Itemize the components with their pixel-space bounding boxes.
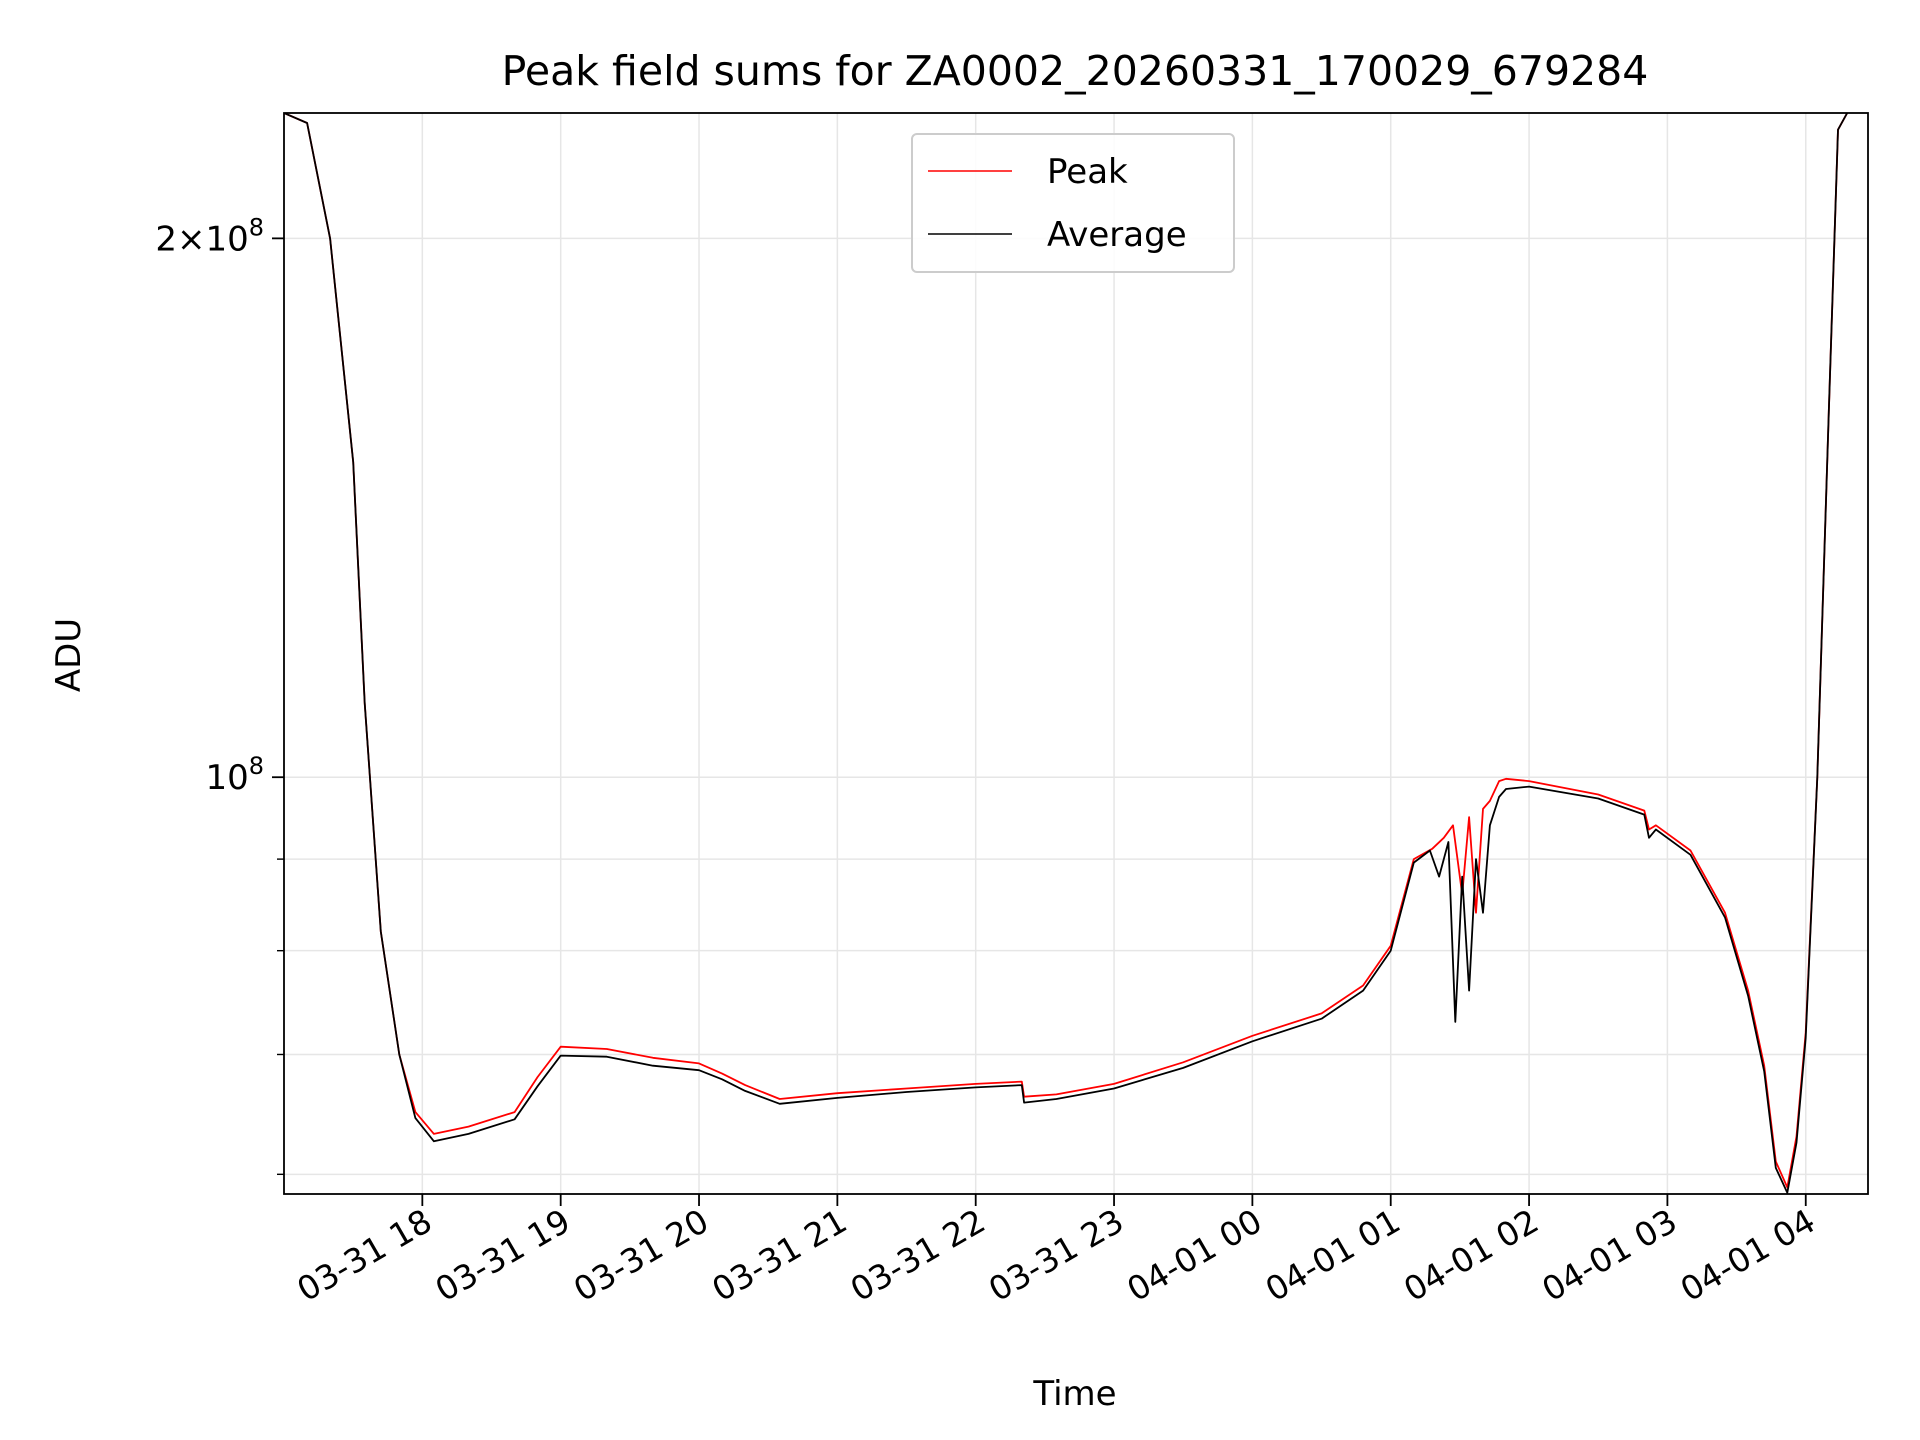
chart-title: Peak field sums for ZA0002_20260331_1700… bbox=[502, 47, 1649, 95]
y-axis-label: ADU bbox=[49, 618, 89, 692]
y-axis: 108 2×108 bbox=[155, 213, 284, 1176]
legend-label-average: Average bbox=[1047, 215, 1187, 255]
series-layer bbox=[284, 113, 1848, 1194]
y-tick-label: 108 bbox=[205, 752, 264, 798]
series-line-peak bbox=[284, 113, 1848, 1189]
legend: Peak Average bbox=[911, 133, 1235, 273]
series-line-average bbox=[284, 113, 1848, 1194]
plot-frame bbox=[283, 112, 1869, 1195]
legend-label-peak: Peak bbox=[1047, 152, 1128, 192]
y-tick-label: 2×108 bbox=[155, 213, 264, 259]
x-axis-label: Time bbox=[1032, 1374, 1116, 1414]
legend-box bbox=[911, 133, 1235, 273]
